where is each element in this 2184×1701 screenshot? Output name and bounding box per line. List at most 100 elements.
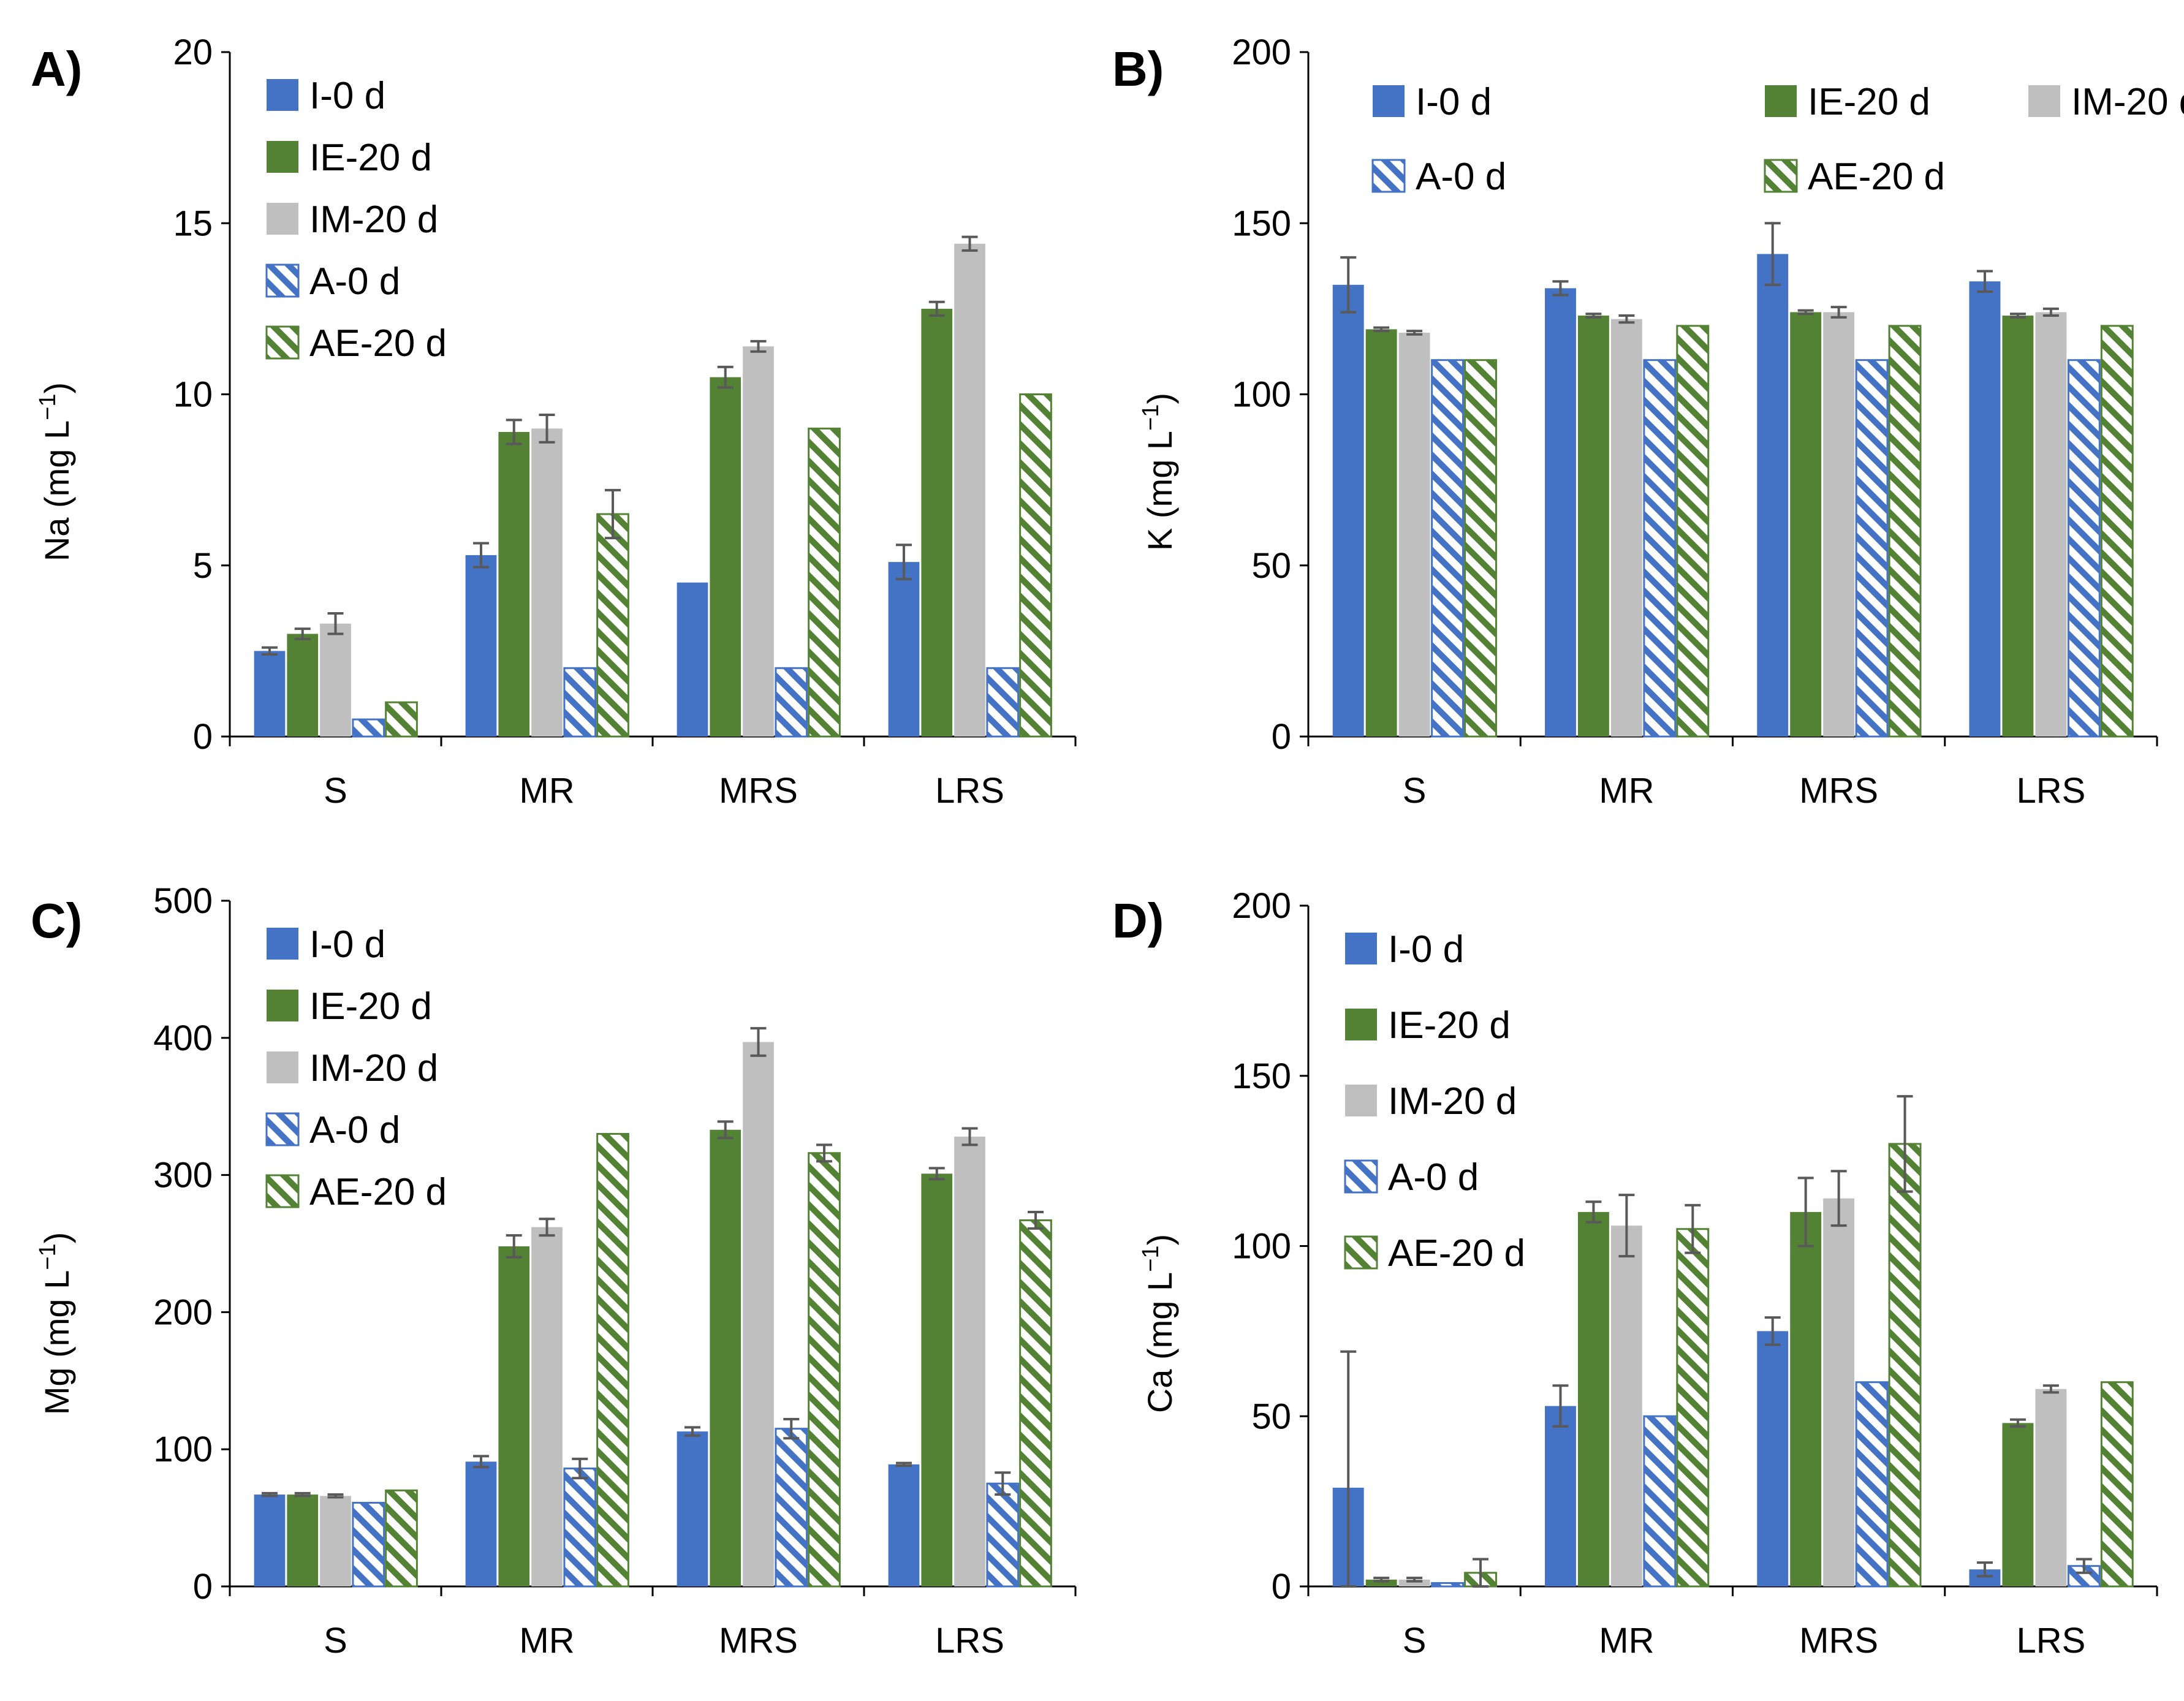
- panel-b-y-tick-label: 50: [1251, 546, 1291, 586]
- panel-d-bar-i-0-d: [1545, 1406, 1576, 1586]
- panel-d-category-label: MR: [1599, 1621, 1654, 1661]
- panel-b-bar-ae-20-d: [1888, 325, 1922, 738]
- panel-a-legend-label-ae-20-d: AE-20 d: [309, 322, 447, 365]
- panel-d-y-tick-label: 0: [1272, 1567, 1291, 1607]
- panel-a-bar-a-0-d: [563, 667, 597, 738]
- panel-c-y-tick-label: 400: [153, 1018, 213, 1058]
- panel-a-bar-ie-20-d: [921, 308, 953, 737]
- panel-c-y-tick-label: 100: [153, 1430, 213, 1469]
- panel-a-bar-i-0-d: [888, 562, 920, 737]
- panel-a-bar-ae-20-d: [385, 701, 418, 738]
- panel-c-legend-label-i-0-d: I-0 d: [309, 923, 385, 966]
- panel-d-bar-im-20-d: [1823, 1198, 1855, 1586]
- panel-c-legend-swatch-im-20-d: [267, 1051, 298, 1083]
- panel-b-bar-ie-20-d: [1577, 316, 1609, 737]
- panel-c-label: C): [31, 893, 82, 948]
- panel-d-bar-a-0-d: [1643, 1415, 1677, 1588]
- panel-a-bar-ie-20-d: [287, 634, 319, 737]
- panel-b-legend-label-im-20-d: IM-20 d: [2071, 81, 2184, 123]
- panel-d-bar-ie-20-d: [1577, 1211, 1609, 1586]
- panel-a-y-tick-label: 0: [193, 717, 213, 757]
- panel-a-bar-im-20-d: [954, 243, 985, 737]
- panel-a-bar-a-0-d: [352, 718, 385, 738]
- panel-a-y-tick-label: 10: [173, 375, 213, 415]
- panel-a-chart: A) Na (mg L−1) 0 5 10 15 20 S MR MRS LRS I-0 d IE-…: [31, 32, 1077, 811]
- panel-c-bar-ie-20-d: [710, 1129, 741, 1586]
- panel-a-bar-im-20-d: [531, 428, 563, 737]
- panel-c-bar-i-0-d: [254, 1495, 286, 1586]
- panel-c-y-tick-label: 500: [153, 881, 213, 921]
- panel-d-legend-swatch-ae-20-d: [1344, 1235, 1378, 1270]
- panel-a-bar-ie-20-d: [498, 431, 530, 737]
- panel-c-category-label: MR: [519, 1621, 574, 1661]
- panel-a-y-axis-title: Na (mg L−1): [35, 382, 76, 561]
- panel-a-label: A): [31, 42, 82, 96]
- panel-c-bar-im-20-d: [743, 1042, 774, 1586]
- panel-a-legend-swatch-im-20-d: [267, 203, 298, 235]
- panel-c-bar-im-20-d: [954, 1136, 985, 1586]
- panel-d-legend-label-a-0-d: A-0 d: [1388, 1156, 1479, 1199]
- panel-c-y-axis-title: Mg (mg L−1): [35, 1232, 76, 1415]
- panel-c-legend-label-a-0-d: A-0 d: [309, 1109, 400, 1151]
- panel-c-legend-swatch-ae-20-d: [265, 1174, 300, 1208]
- panel-b-legend-swatch-ie-20-d: [1765, 85, 1797, 117]
- panel-b-bar-i-0-d: [1969, 281, 2001, 737]
- panel-b-category-label: S: [1403, 771, 1427, 811]
- panel-b-legend-swatch-a-0-d: [1371, 159, 1406, 193]
- panel-c-y-tick-label: 200: [153, 1292, 213, 1332]
- panel-b-bar-ie-20-d: [2002, 316, 2034, 737]
- panel-b-legend-swatch-im-20-d: [2028, 85, 2060, 117]
- panel-d-legend-label-ae-20-d: AE-20 d: [1388, 1232, 1525, 1275]
- panel-b-bar-i-0-d: [1757, 254, 1789, 737]
- panel-b-legend-swatch-i-0-d: [1373, 85, 1405, 117]
- panel-d-chart: D) Ca (mg L−1) 0 50 100 150 200 S MR MRS LRS I-0 …: [1112, 886, 2158, 1661]
- panel-b-legend-label-ie-20-d: IE-20 d: [1808, 81, 1930, 123]
- panel-d-legend-label-ie-20-d: IE-20 d: [1388, 1004, 1511, 1047]
- panel-a-bar-ae-20-d: [1019, 393, 1052, 738]
- panel-c-bar-a-0-d: [775, 1428, 808, 1588]
- panel-d-bar-ae-20-d: [1888, 1143, 1922, 1588]
- panel-c-bar-i-0-d: [888, 1464, 920, 1586]
- panel-c-category-label: MRS: [719, 1621, 798, 1661]
- panel-d-y-tick-label: 50: [1251, 1396, 1291, 1436]
- panel-d-bar-ae-20-d: [2100, 1381, 2134, 1588]
- panel-b-bar-ae-20-d: [1464, 359, 1497, 738]
- panel-d-category-label: S: [1403, 1621, 1427, 1661]
- panel-c-bar-ie-20-d: [287, 1495, 319, 1586]
- panel-c-legend-label-ae-20-d: AE-20 d: [309, 1171, 447, 1213]
- panel-d-label: D): [1112, 893, 1164, 948]
- panel-b-bar-a-0-d: [2067, 359, 2101, 738]
- panel-b-bar-ae-20-d: [2100, 325, 2134, 738]
- panel-a-bar-ae-20-d: [596, 513, 629, 738]
- panel-a-bar-ie-20-d: [710, 377, 741, 737]
- panel-b-bar-im-20-d: [1610, 319, 1642, 737]
- panel-c-legend-swatch-ie-20-d: [267, 990, 298, 1021]
- panel-c-legend-label-im-20-d: IM-20 d: [309, 1047, 438, 1089]
- panel-c-legend-label-ie-20-d: IE-20 d: [309, 985, 432, 1028]
- panel-a-bar-a-0-d: [775, 667, 808, 738]
- panel-a-bar-im-20-d: [320, 623, 351, 737]
- panel-a-legend-label-ie-20-d: IE-20 d: [309, 137, 432, 179]
- panel-d-bar-i-0-d: [1757, 1331, 1789, 1586]
- panel-b-bar-ie-20-d: [1365, 329, 1397, 737]
- panel-a-y-tick-label: 5: [193, 546, 213, 586]
- panel-c-bar-im-20-d: [531, 1227, 563, 1586]
- panel-d-legend-label-i-0-d: I-0 d: [1388, 928, 1464, 971]
- panel-c-bar-a-0-d: [563, 1468, 597, 1588]
- panel-a-bar-a-0-d: [986, 667, 1020, 738]
- panel-d-bar-ie-20-d: [2002, 1423, 2034, 1586]
- panel-b-y-tick-label: 150: [1232, 203, 1291, 243]
- panel-c-bar-i-0-d: [465, 1461, 497, 1586]
- panel-a-legend-label-i-0-d: I-0 d: [309, 75, 385, 117]
- panel-d-legend-swatch-i-0-d: [1345, 933, 1377, 964]
- panel-b-bar-im-20-d: [1823, 312, 1855, 737]
- panel-d-y-tick-label: 200: [1232, 886, 1291, 926]
- panel-a-legend-swatch-ie-20-d: [267, 141, 298, 173]
- panel-b-bar-im-20-d: [2035, 312, 2067, 737]
- panel-d-bar-im-20-d: [1398, 1579, 1430, 1586]
- panel-d-bar-a-0-d: [1855, 1381, 1889, 1588]
- panel-b-bar-i-0-d: [1545, 288, 1576, 737]
- panel-b-y-tick-label: 100: [1232, 375, 1291, 415]
- panel-b-bar-a-0-d: [1855, 359, 1889, 738]
- panel-b-legend-label-a-0-d: A-0 d: [1416, 156, 1506, 198]
